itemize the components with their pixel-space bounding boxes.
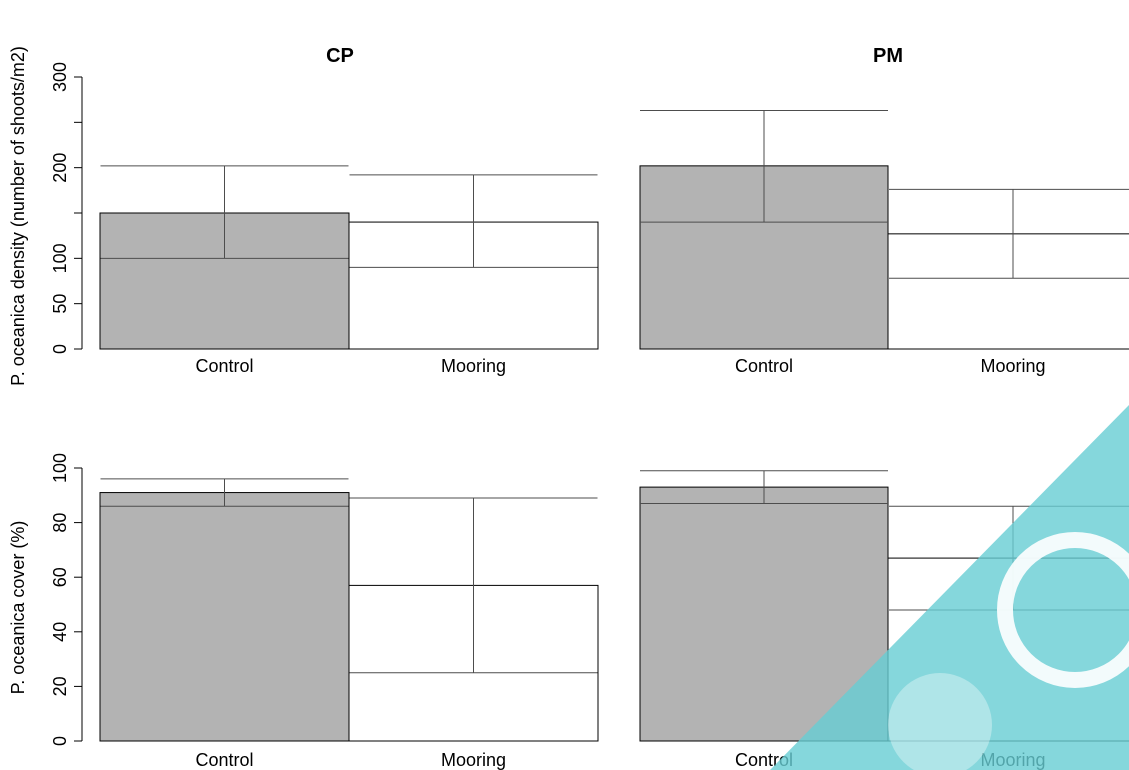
- category-label-control: Control: [735, 356, 793, 376]
- y-axis-label: P. oceanica cover (%): [8, 521, 28, 695]
- y-tick-label: 50: [50, 294, 70, 314]
- panel-3: Control Mooring 0 20 40 60 80 100 P. oceanica co…: [8, 453, 599, 770]
- watermark-ring: [997, 532, 1129, 688]
- watermark-flower: [888, 673, 992, 770]
- error-bar-mooring: [889, 188, 1129, 279]
- error-bar-control: [100, 478, 349, 507]
- y-tick-label: 40: [50, 622, 70, 642]
- category-label-control: Control: [195, 750, 253, 770]
- y-tick-label: 60: [50, 567, 70, 587]
- category-label-control: Control: [195, 356, 253, 376]
- watermark-logo: [770, 405, 1129, 770]
- panel-title: CP: [326, 45, 354, 67]
- y-axis: 0 20 40 60 80 100: [50, 453, 83, 746]
- error-bar-mooring: [349, 497, 598, 674]
- error-bar-mooring: [349, 174, 598, 268]
- y-tick-label: 0: [50, 344, 70, 354]
- y-axis-label: P. oceanica density (number of shoots/m2…: [8, 46, 28, 386]
- bar-control: [99, 492, 350, 742]
- panel-title: PM: [873, 45, 903, 67]
- y-tick-label: 100: [50, 453, 70, 483]
- category-label-mooring: Mooring: [441, 750, 506, 770]
- error-bar-control: [640, 110, 888, 223]
- y-axis: 0 50 100 200 300: [50, 62, 83, 354]
- y-tick-label: 0: [50, 736, 70, 746]
- error-bar-control: [640, 470, 888, 504]
- y-tick-label: 200: [50, 153, 70, 183]
- y-tick-label: 100: [50, 243, 70, 273]
- category-label-mooring: Mooring: [980, 356, 1045, 376]
- category-label-mooring: Mooring: [441, 356, 506, 376]
- y-tick-label: 80: [50, 513, 70, 533]
- y-tick-label: 20: [50, 676, 70, 696]
- panel-2: Control Mooring PM: [639, 45, 1129, 376]
- bar-mooring: [887, 233, 1129, 350]
- error-bar-control: [100, 165, 349, 259]
- y-tick-label: 300: [50, 62, 70, 92]
- panel-1: Control Mooring CP 0 50 100 200 300 P. oceanica …: [8, 45, 599, 386]
